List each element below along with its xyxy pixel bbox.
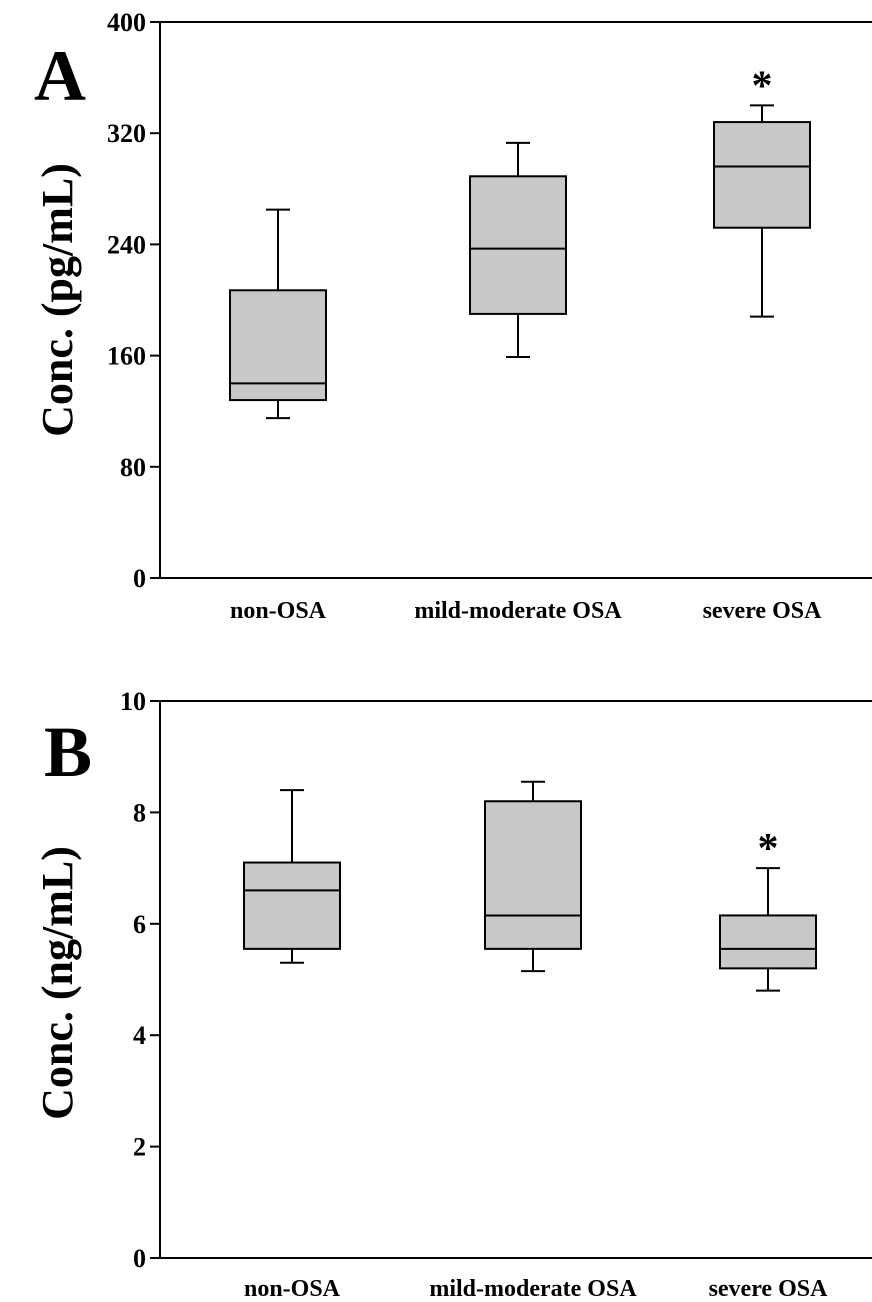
y-tick-label: 240 xyxy=(107,230,146,259)
interquartile-box xyxy=(243,861,341,950)
box-1 xyxy=(243,789,341,964)
y-tick-label: 320 xyxy=(107,119,146,148)
y-tick-label: 160 xyxy=(107,342,146,371)
interquartile-box xyxy=(469,175,567,315)
y-tick-label: 10 xyxy=(120,687,146,716)
y-tick-label: 6 xyxy=(133,910,146,939)
panel-letter: A xyxy=(34,36,86,116)
significance-asterisk: * xyxy=(758,826,779,872)
y-tick-label: 8 xyxy=(133,798,146,827)
y-tick-label: 0 xyxy=(133,564,146,593)
y-axis-title: Conc. (pg/mL) xyxy=(33,163,82,437)
x-category-label: non-OSA xyxy=(244,1276,341,1302)
interquartile-box xyxy=(229,289,327,402)
box-1 xyxy=(229,208,327,420)
significance-asterisk: * xyxy=(752,63,773,109)
y-axis-title: Conc. (ng/mL) xyxy=(33,846,82,1120)
box-3: * xyxy=(719,826,817,992)
y-tick-label: 0 xyxy=(133,1244,146,1273)
panel-letter: B xyxy=(44,712,92,792)
box-3: * xyxy=(713,63,811,318)
y-tick-label: 80 xyxy=(120,453,146,482)
x-category-label: severe OSA xyxy=(703,598,823,624)
x-category-label: mild-moderate OSA xyxy=(429,1276,637,1302)
interquartile-box xyxy=(713,121,811,229)
interquartile-box xyxy=(719,914,817,970)
interquartile-box xyxy=(484,800,582,950)
y-tick-label: 2 xyxy=(133,1133,146,1162)
y-tick-label: 4 xyxy=(133,1021,146,1050)
y-tick-label: 400 xyxy=(107,8,146,37)
x-category-label: severe OSA xyxy=(709,1276,829,1302)
box-2 xyxy=(484,780,582,973)
x-category-label: mild-moderate OSA xyxy=(414,598,622,624)
x-category-label: non-OSA xyxy=(230,598,327,624)
box-2 xyxy=(469,141,567,358)
